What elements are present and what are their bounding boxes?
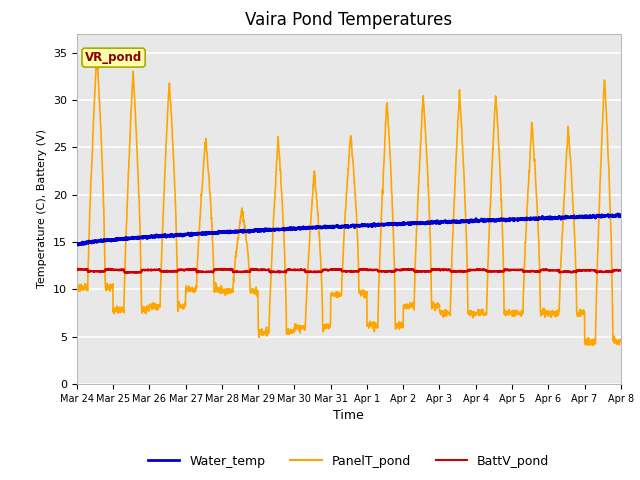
PanelT_pond [589,343,597,348]
X-axis label: Time: Time [333,409,364,422]
BattV_pond [570,269,577,275]
PanelT_pond [507,310,515,316]
BattV_pond [584,267,592,273]
BattV_pond [122,270,130,276]
PanelT_pond [365,322,372,327]
BattV_pond [365,267,372,273]
BattV_pond [377,268,385,274]
Line: PanelT_pond: PanelT_pond [77,53,621,346]
Water_temp [614,211,621,217]
Water_temp [365,223,372,228]
Water_temp [75,242,83,248]
PanelT_pond [376,238,384,243]
Legend: Water_temp, PanelT_pond, BattV_pond: Water_temp, PanelT_pond, BattV_pond [143,450,554,473]
PanelT_pond [617,336,625,342]
Water_temp [507,217,515,223]
Water_temp [584,214,592,219]
PanelT_pond [584,339,592,345]
Water_temp [225,230,232,236]
Y-axis label: Temperature (C), Battery (V): Temperature (C), Battery (V) [37,129,47,288]
Water_temp [617,213,625,219]
BattV_pond [617,267,625,273]
BattV_pond [105,265,113,271]
BattV_pond [508,267,515,273]
PanelT_pond [569,200,577,205]
PanelT_pond [225,288,232,294]
BattV_pond [73,266,81,272]
Line: Water_temp: Water_temp [77,214,621,245]
PanelT_pond [93,50,100,56]
BattV_pond [225,266,233,272]
Text: VR_pond: VR_pond [85,51,142,64]
Line: BattV_pond: BattV_pond [77,268,621,273]
Water_temp [73,241,81,247]
Water_temp [569,214,577,219]
Title: Vaira Pond Temperatures: Vaira Pond Temperatures [245,11,452,29]
Water_temp [376,222,384,228]
PanelT_pond [73,283,81,288]
